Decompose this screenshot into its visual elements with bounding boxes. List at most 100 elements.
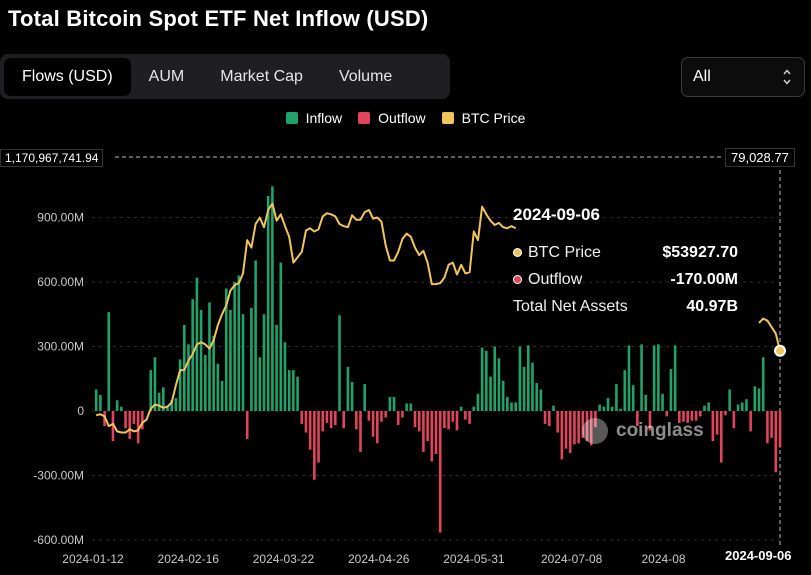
inflow-bar <box>476 393 480 411</box>
outflow-bar <box>342 411 346 429</box>
tooltip-date: 2024-09-06 <box>513 205 600 224</box>
inflow-bar <box>237 275 241 411</box>
y-tick-label: 600.00M <box>37 275 84 289</box>
y-tick-label: 300.00M <box>37 340 84 354</box>
outflow-bar <box>380 411 383 422</box>
outflow-bar <box>581 411 585 438</box>
tab-aum[interactable]: AUM <box>148 67 185 85</box>
outflow-bar <box>778 411 782 448</box>
inflow-bar <box>459 406 463 411</box>
x-tick-label: 2024-03-22 <box>253 552 315 566</box>
inflow-bar <box>287 370 291 411</box>
inflow-bar <box>606 398 610 411</box>
inflow-bar <box>531 362 534 411</box>
inflow-bar <box>472 406 476 411</box>
outflow-bar <box>594 411 597 428</box>
inflow-bar <box>409 403 413 411</box>
chart-legend: Inflow Outflow BTC Price <box>0 110 811 126</box>
outflow-bar <box>359 411 362 452</box>
x-tick-label: 2024-08 <box>642 552 686 566</box>
outflow-bar <box>325 411 329 423</box>
watermark: coinglass <box>582 418 704 444</box>
outflow-bar <box>141 411 144 430</box>
range-select[interactable]: All <box>681 57 805 97</box>
outflow-bar <box>124 411 127 429</box>
outflow-bar <box>455 411 459 431</box>
outflow-bar <box>451 411 455 422</box>
legend-item-inflow[interactable]: Inflow <box>285 110 342 126</box>
inflow-bar <box>703 405 706 411</box>
outflow-bar <box>317 411 320 463</box>
outflow-bar <box>749 411 752 432</box>
crosshair-left-value: 1,170,967,741.94 <box>0 149 104 167</box>
btc-price-line <box>95 202 517 434</box>
x-tick-label: 2024-02-16 <box>158 552 220 566</box>
outflow-bar <box>573 411 576 445</box>
inflow-bar <box>392 397 396 411</box>
tooltip-row-total-net-assets: Total Net Assets 40.97B <box>513 293 738 320</box>
inflow-bar <box>275 325 278 411</box>
btc-price-marker <box>774 344 786 357</box>
btc-price-line-tail <box>758 317 781 352</box>
inflow-bar <box>363 384 366 411</box>
inflow-bar <box>552 405 555 411</box>
outflow-bar <box>367 411 371 421</box>
inflow-bar <box>388 397 392 411</box>
y-tick-label: -600.00M <box>33 533 84 547</box>
updown-chevron-icon <box>782 58 792 111</box>
inflow-bar <box>199 309 203 411</box>
inflow-bar <box>166 405 169 411</box>
outflow-bar <box>334 411 337 425</box>
metric-tabs: Flows (USD) AUM Market Cap Volume <box>0 54 450 99</box>
inflow-bar <box>518 346 522 411</box>
tab-volume[interactable]: Volume <box>338 67 393 85</box>
tab-market-cap[interactable]: Market Cap <box>220 67 303 85</box>
legend-item-btc-price[interactable]: BTC Price <box>441 110 526 126</box>
outflow-bar <box>724 411 727 416</box>
x-tick-label: 2024-01-12 <box>62 552 124 566</box>
inflow-bar <box>627 345 631 411</box>
tooltip-value-outflow: -170.00M <box>670 270 738 288</box>
tab-flows-usd[interactable]: Flows (USD) <box>4 57 131 96</box>
legend-label-btc-price: BTC Price <box>461 110 526 126</box>
inflow-bar <box>640 344 643 411</box>
outflow-bar <box>396 411 400 425</box>
outflow-bar <box>384 411 387 418</box>
inflow-bar <box>610 406 614 411</box>
outflow-bar <box>648 411 652 431</box>
inflow-bar <box>262 314 266 411</box>
outflow-bar <box>401 411 404 418</box>
inflow-bar <box>346 366 350 411</box>
outflow-bar <box>354 411 358 430</box>
inflow-bar <box>271 186 274 411</box>
inflow-bar <box>174 398 178 411</box>
tooltip-dot-btc-price <box>513 248 522 257</box>
outflow-bar <box>464 411 467 420</box>
legend-item-outflow[interactable]: Outflow <box>358 110 426 126</box>
inflow-bar <box>485 350 488 411</box>
outflow-bar <box>371 411 375 437</box>
inflow-bar <box>220 380 224 411</box>
inflow-bar <box>493 346 497 411</box>
inflow-bar <box>208 302 211 411</box>
inflow-bar <box>94 389 98 411</box>
outflow-bar <box>585 411 589 442</box>
outflow-bar <box>128 411 132 439</box>
outflow-bar <box>413 411 417 428</box>
inflow-bar <box>170 400 174 411</box>
outflow-bar <box>543 411 547 424</box>
tooltip-label-btc-price: BTC Price <box>528 243 601 261</box>
inflow-bar <box>631 385 635 411</box>
inflow-bar <box>497 358 501 411</box>
inflow-bar <box>506 397 509 411</box>
inflow-bar <box>149 370 153 411</box>
inflow-bar <box>405 403 408 411</box>
tooltip-value-total-net-assets: 40.97B <box>686 297 738 315</box>
outflow-bar <box>245 411 249 439</box>
inflow-bar <box>644 394 648 411</box>
inflow-bar <box>652 345 656 411</box>
outflow-bar <box>665 411 669 417</box>
inflow-bar <box>153 357 157 411</box>
page-title: Total Bitcoin Spot ETF Net Inflow (USD) <box>8 6 429 31</box>
y-tick-label: 0 <box>77 404 84 418</box>
